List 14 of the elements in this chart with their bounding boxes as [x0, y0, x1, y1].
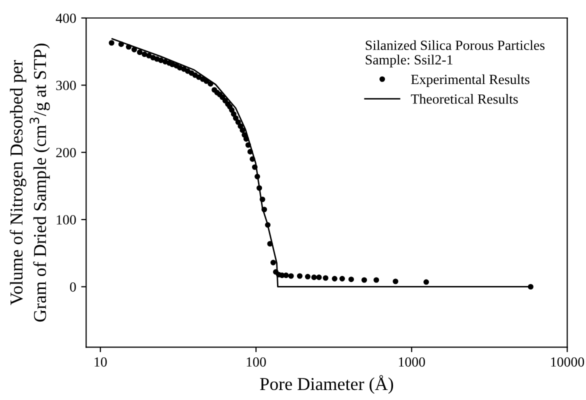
y-axis-title: Volume of Nitrogen Desorbed per Gram of Dried Sample (cm$^{3}$/g at STP): [10, 44, 50, 322]
x-axis-title: Pore Diameter (Å): [260, 375, 394, 394]
legend-label: Theoretical Results: [410, 94, 518, 104]
legend-title: Silanized Silica Porous Particles Sample: Ssil2-1: [366, 40, 545, 68]
y-tick-label: 100: [56, 215, 76, 225]
x-tick-label: 10: [94, 357, 107, 367]
legend-label: Experimental Results: [411, 74, 530, 87]
x-tick-label: 100: [246, 357, 266, 367]
y-tick-label: 200: [56, 148, 76, 158]
y-tick-label: 400: [56, 14, 76, 23]
y-tick-label: 0: [70, 282, 76, 292]
x-tick-label: 10000: [551, 357, 584, 367]
x-tick-label: 1000: [398, 357, 425, 367]
y-tick-label: 300: [56, 80, 76, 90]
